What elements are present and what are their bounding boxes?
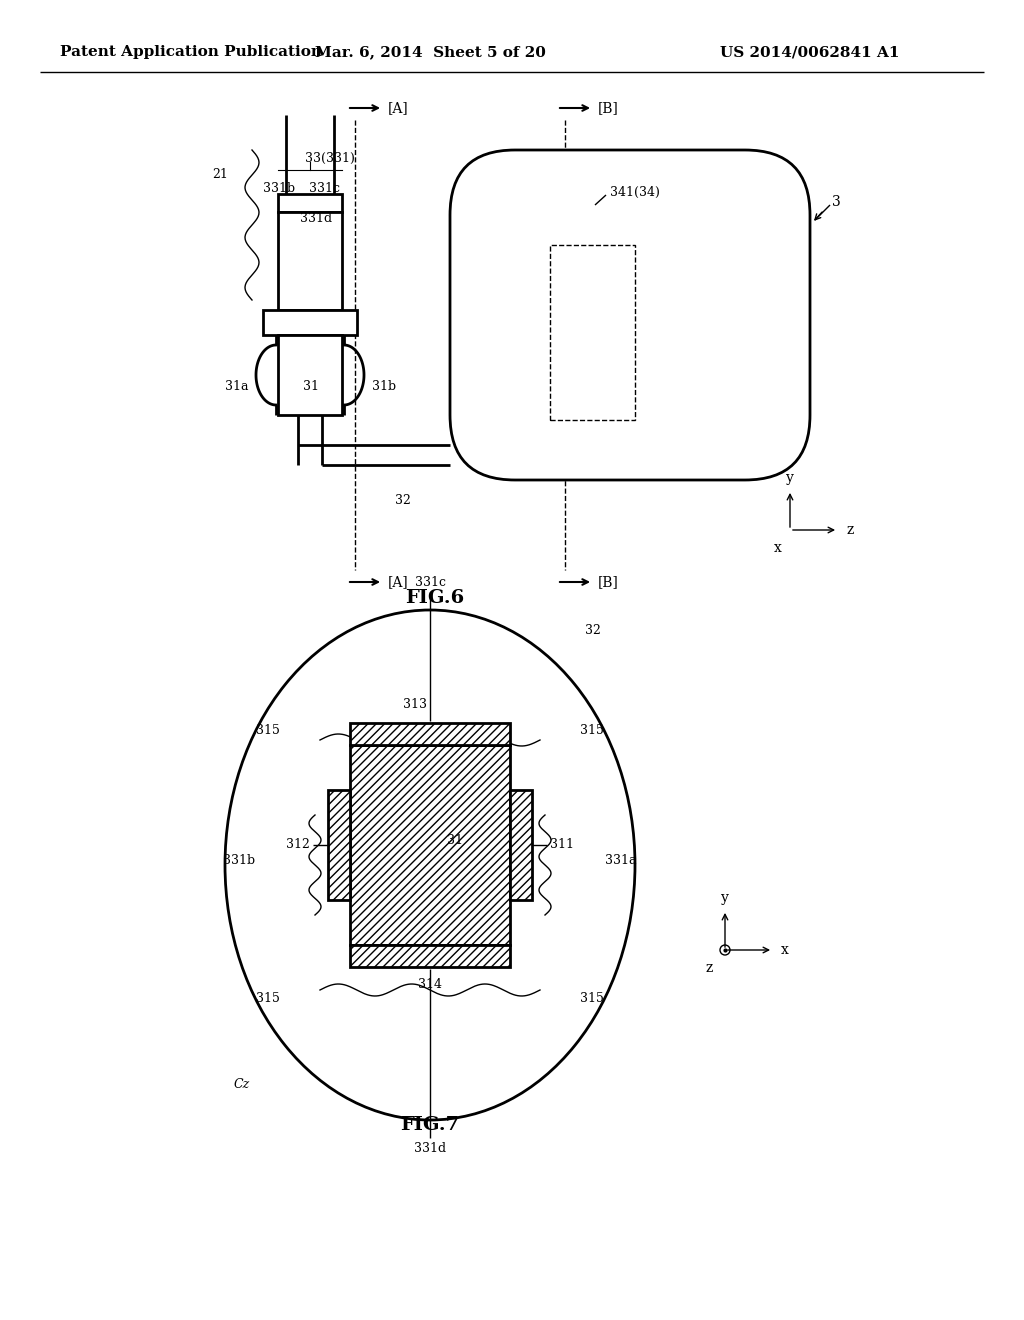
Bar [350,744,510,945]
Text: 331d: 331d [300,211,332,224]
Text: 315: 315 [580,723,604,737]
Text: x: x [774,541,782,554]
Bar [510,789,532,900]
Bar [278,335,342,414]
Text: 331c: 331c [415,576,445,589]
Text: 33(331): 33(331) [305,152,355,165]
Text: 315: 315 [580,991,604,1005]
Text: 32: 32 [395,494,411,507]
Text: 313: 313 [403,698,427,711]
Text: 32: 32 [585,623,601,636]
Text: [B]: [B] [598,102,618,115]
Text: y: y [786,471,794,484]
Text: z: z [706,961,713,975]
Text: 331d: 331d [414,1142,446,1155]
Text: 315: 315 [256,991,280,1005]
Text: [A]: [A] [388,576,409,589]
Text: 331c: 331c [305,181,340,194]
Text: z: z [847,523,854,537]
Text: FIG.6: FIG.6 [406,589,465,607]
Text: 21: 21 [212,169,228,181]
Bar [278,213,342,310]
Text: FIG.7: FIG.7 [400,1115,460,1134]
Text: Mar. 6, 2014  Sheet 5 of 20: Mar. 6, 2014 Sheet 5 of 20 [314,45,546,59]
Text: 311: 311 [550,838,574,851]
Bar [263,310,357,335]
Ellipse shape [225,610,635,1119]
Text: [A]: [A] [388,102,409,115]
Text: US 2014/0062841 A1: US 2014/0062841 A1 [720,45,899,59]
Text: 3: 3 [831,195,841,209]
Text: Cz: Cz [233,1078,250,1092]
Text: x: x [781,942,788,957]
Bar [328,789,350,900]
Text: y: y [721,891,729,906]
Text: 315: 315 [256,723,280,737]
Bar [350,723,510,744]
Text: 314: 314 [418,978,442,991]
Text: 341(34): 341(34) [610,186,659,198]
Bar [350,945,510,968]
FancyBboxPatch shape [450,150,810,480]
Text: 312: 312 [286,838,310,851]
Text: 31b: 31b [372,380,396,392]
Bar [550,246,635,420]
Text: 331b: 331b [223,854,255,866]
Bar [278,194,342,213]
Text: 31: 31 [303,380,319,392]
Text: 31: 31 [447,833,463,846]
Text: 31a: 31a [224,380,248,392]
Text: 331a: 331a [605,854,637,866]
Text: [B]: [B] [598,576,618,589]
Text: Patent Application Publication: Patent Application Publication [60,45,322,59]
Text: 331b: 331b [263,181,295,194]
